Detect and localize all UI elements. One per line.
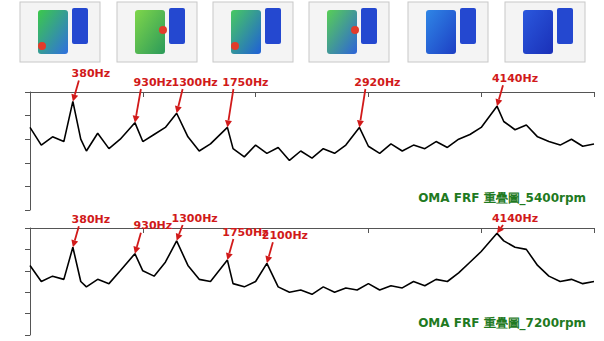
- svg-text:1300Hz: 1300Hz: [172, 76, 218, 89]
- svg-text:2100Hz: 2100Hz: [262, 229, 308, 242]
- svg-text:930Hz: 930Hz: [134, 219, 173, 232]
- svg-text:380Hz: 380Hz: [72, 213, 111, 226]
- svg-text:OMA FRF 重疊圖_7200rpm: OMA FRF 重疊圖_7200rpm: [418, 316, 586, 331]
- svg-text:1750Hz: 1750Hz: [222, 76, 268, 89]
- svg-text:1750Hz: 1750Hz: [222, 225, 269, 239]
- svg-text:930Hz: 930Hz: [134, 76, 173, 89]
- svg-text:4140Hz: 4140Hz: [492, 72, 538, 85]
- svg-text:2920Hz: 2920Hz: [354, 76, 400, 89]
- svg-text:OMA FRF 重疊圖_5400rpm: OMA FRF 重疊圖_5400rpm: [418, 191, 586, 206]
- svg-text:4140Hz: 4140Hz: [492, 212, 538, 225]
- svg-text:380Hz: 380Hz: [72, 67, 111, 80]
- svg-text:1300Hz: 1300Hz: [172, 212, 218, 225]
